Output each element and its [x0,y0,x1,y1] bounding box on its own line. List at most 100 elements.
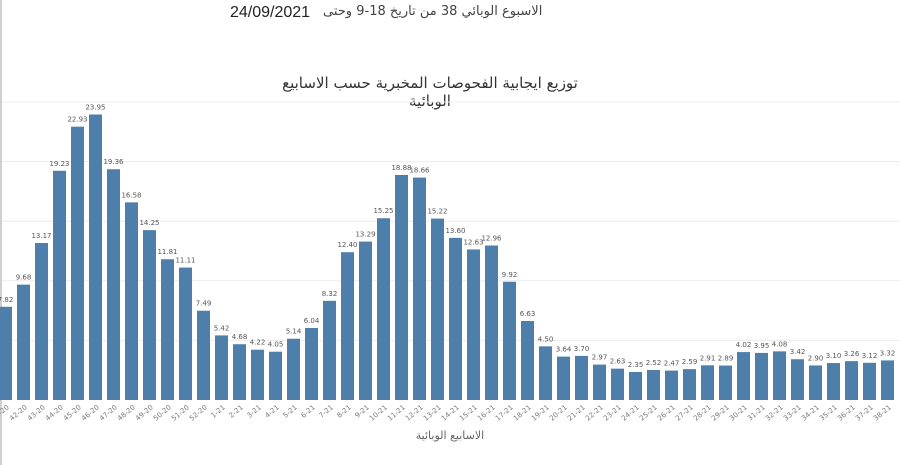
bar [395,174,408,400]
x-tick-label: 38-21 [872,403,893,422]
bar [125,202,138,400]
data-label: 3.26 [844,350,860,358]
left-border [0,0,2,465]
bar [341,252,354,400]
x-tick-label: 2-21 [227,403,244,419]
data-label: 9.68 [16,274,32,282]
bar [17,284,30,400]
data-label: 3.10 [826,352,842,360]
x-tick-label: 29-21 [710,403,731,422]
data-label: 23.95 [85,104,105,112]
data-label: 4.68 [232,333,248,341]
data-label: 4.05 [268,341,284,349]
bar [809,365,822,400]
data-label: 16.58 [121,191,141,199]
data-label: 22.93 [67,116,87,124]
data-label: 4.22 [250,339,266,347]
bar [593,364,606,400]
data-label: 19.36 [103,158,124,166]
data-label: 3.32 [880,349,896,357]
data-label: 12.40 [337,241,357,249]
bar [701,365,714,400]
bar [413,177,426,400]
x-tick-label: 47-20 [98,403,119,422]
x-tick-label: 7-21 [317,403,334,419]
bar [197,310,210,400]
x-tick-label: 13-21 [422,403,443,422]
bar [161,259,174,400]
bar [827,363,840,400]
x-tick-label: 3-21 [245,403,262,419]
bar [251,349,264,400]
bar [179,267,192,400]
data-label: 2.63 [610,358,626,366]
x-tick-label: 34-21 [800,403,821,422]
data-label: 4.02 [736,341,752,349]
data-label: 13.60 [445,227,465,235]
data-label: 19.23 [49,160,69,168]
x-tick-label: 4-21 [263,403,280,419]
x-tick-label: 19-21 [530,403,551,422]
data-label: 15.25 [373,207,393,215]
data-label: 3.42 [790,348,806,356]
x-tick-label: 22-21 [584,403,605,422]
x-tick-label: 48-20 [116,403,137,422]
bar [71,126,84,400]
bar [89,114,102,401]
data-label: 2.91 [700,354,716,362]
bar [557,356,570,400]
x-tick-label: 25-21 [638,403,659,422]
report-date: 24/09/2021 [230,4,311,21]
data-label: 7.49 [196,300,212,308]
data-label: 18.66 [409,167,430,175]
bar [215,335,228,400]
bar [647,369,660,400]
data-label: 8.32 [322,290,338,298]
bar [485,245,498,400]
bar [629,371,642,400]
bar [359,241,372,400]
chart-title: توزيع ايجابية الفحوصات المخبرية حسب الاس… [282,74,578,110]
data-label: 7.82 [0,296,13,304]
data-label: 2.90 [808,354,824,362]
data-label: 9.92 [502,271,518,279]
data-label: 13.17 [31,232,51,240]
x-tick-label: 31-21 [746,403,767,422]
data-label: 15.22 [427,208,447,216]
bar [773,351,786,400]
data-label: 3.64 [556,346,572,354]
x-tick-label: 35-21 [818,403,839,422]
bar [737,352,750,400]
x-tick-label: 27-21 [674,403,695,422]
bar [0,306,12,400]
data-label: 14.25 [139,219,159,227]
bar [287,338,300,400]
data-label: 2.47 [664,360,680,368]
data-label: 3.95 [754,342,770,350]
bar [791,359,804,400]
data-label: 4.08 [772,340,788,348]
bar [35,243,48,400]
x-tick-label: 24-21 [620,403,641,422]
report-header: 24/09/2021 الاسبوع الوبائي 38 من تاريخ 1… [230,2,542,26]
x-tick-label: 17-21 [494,403,515,422]
bar [881,360,894,400]
x-tick-label: 11-21 [386,403,407,422]
x-tick-label: 44-20 [44,403,65,422]
bar [539,346,552,400]
data-label: 11.81 [157,248,177,256]
x-tick-label: 15-21 [458,403,479,422]
x-tick-label: 49-20 [134,403,155,422]
bar [665,370,678,400]
bar [755,352,768,400]
data-label: 2.97 [592,354,608,362]
x-tick-label: 10-21 [368,403,389,422]
x-tick-label: 41-20 [0,403,11,422]
bar [431,218,444,400]
x-tick-label: 5-21 [281,403,298,419]
bar [53,170,66,400]
x-tick-label: 21-21 [566,403,587,422]
bar [521,320,534,400]
data-label: 4.50 [538,335,554,343]
